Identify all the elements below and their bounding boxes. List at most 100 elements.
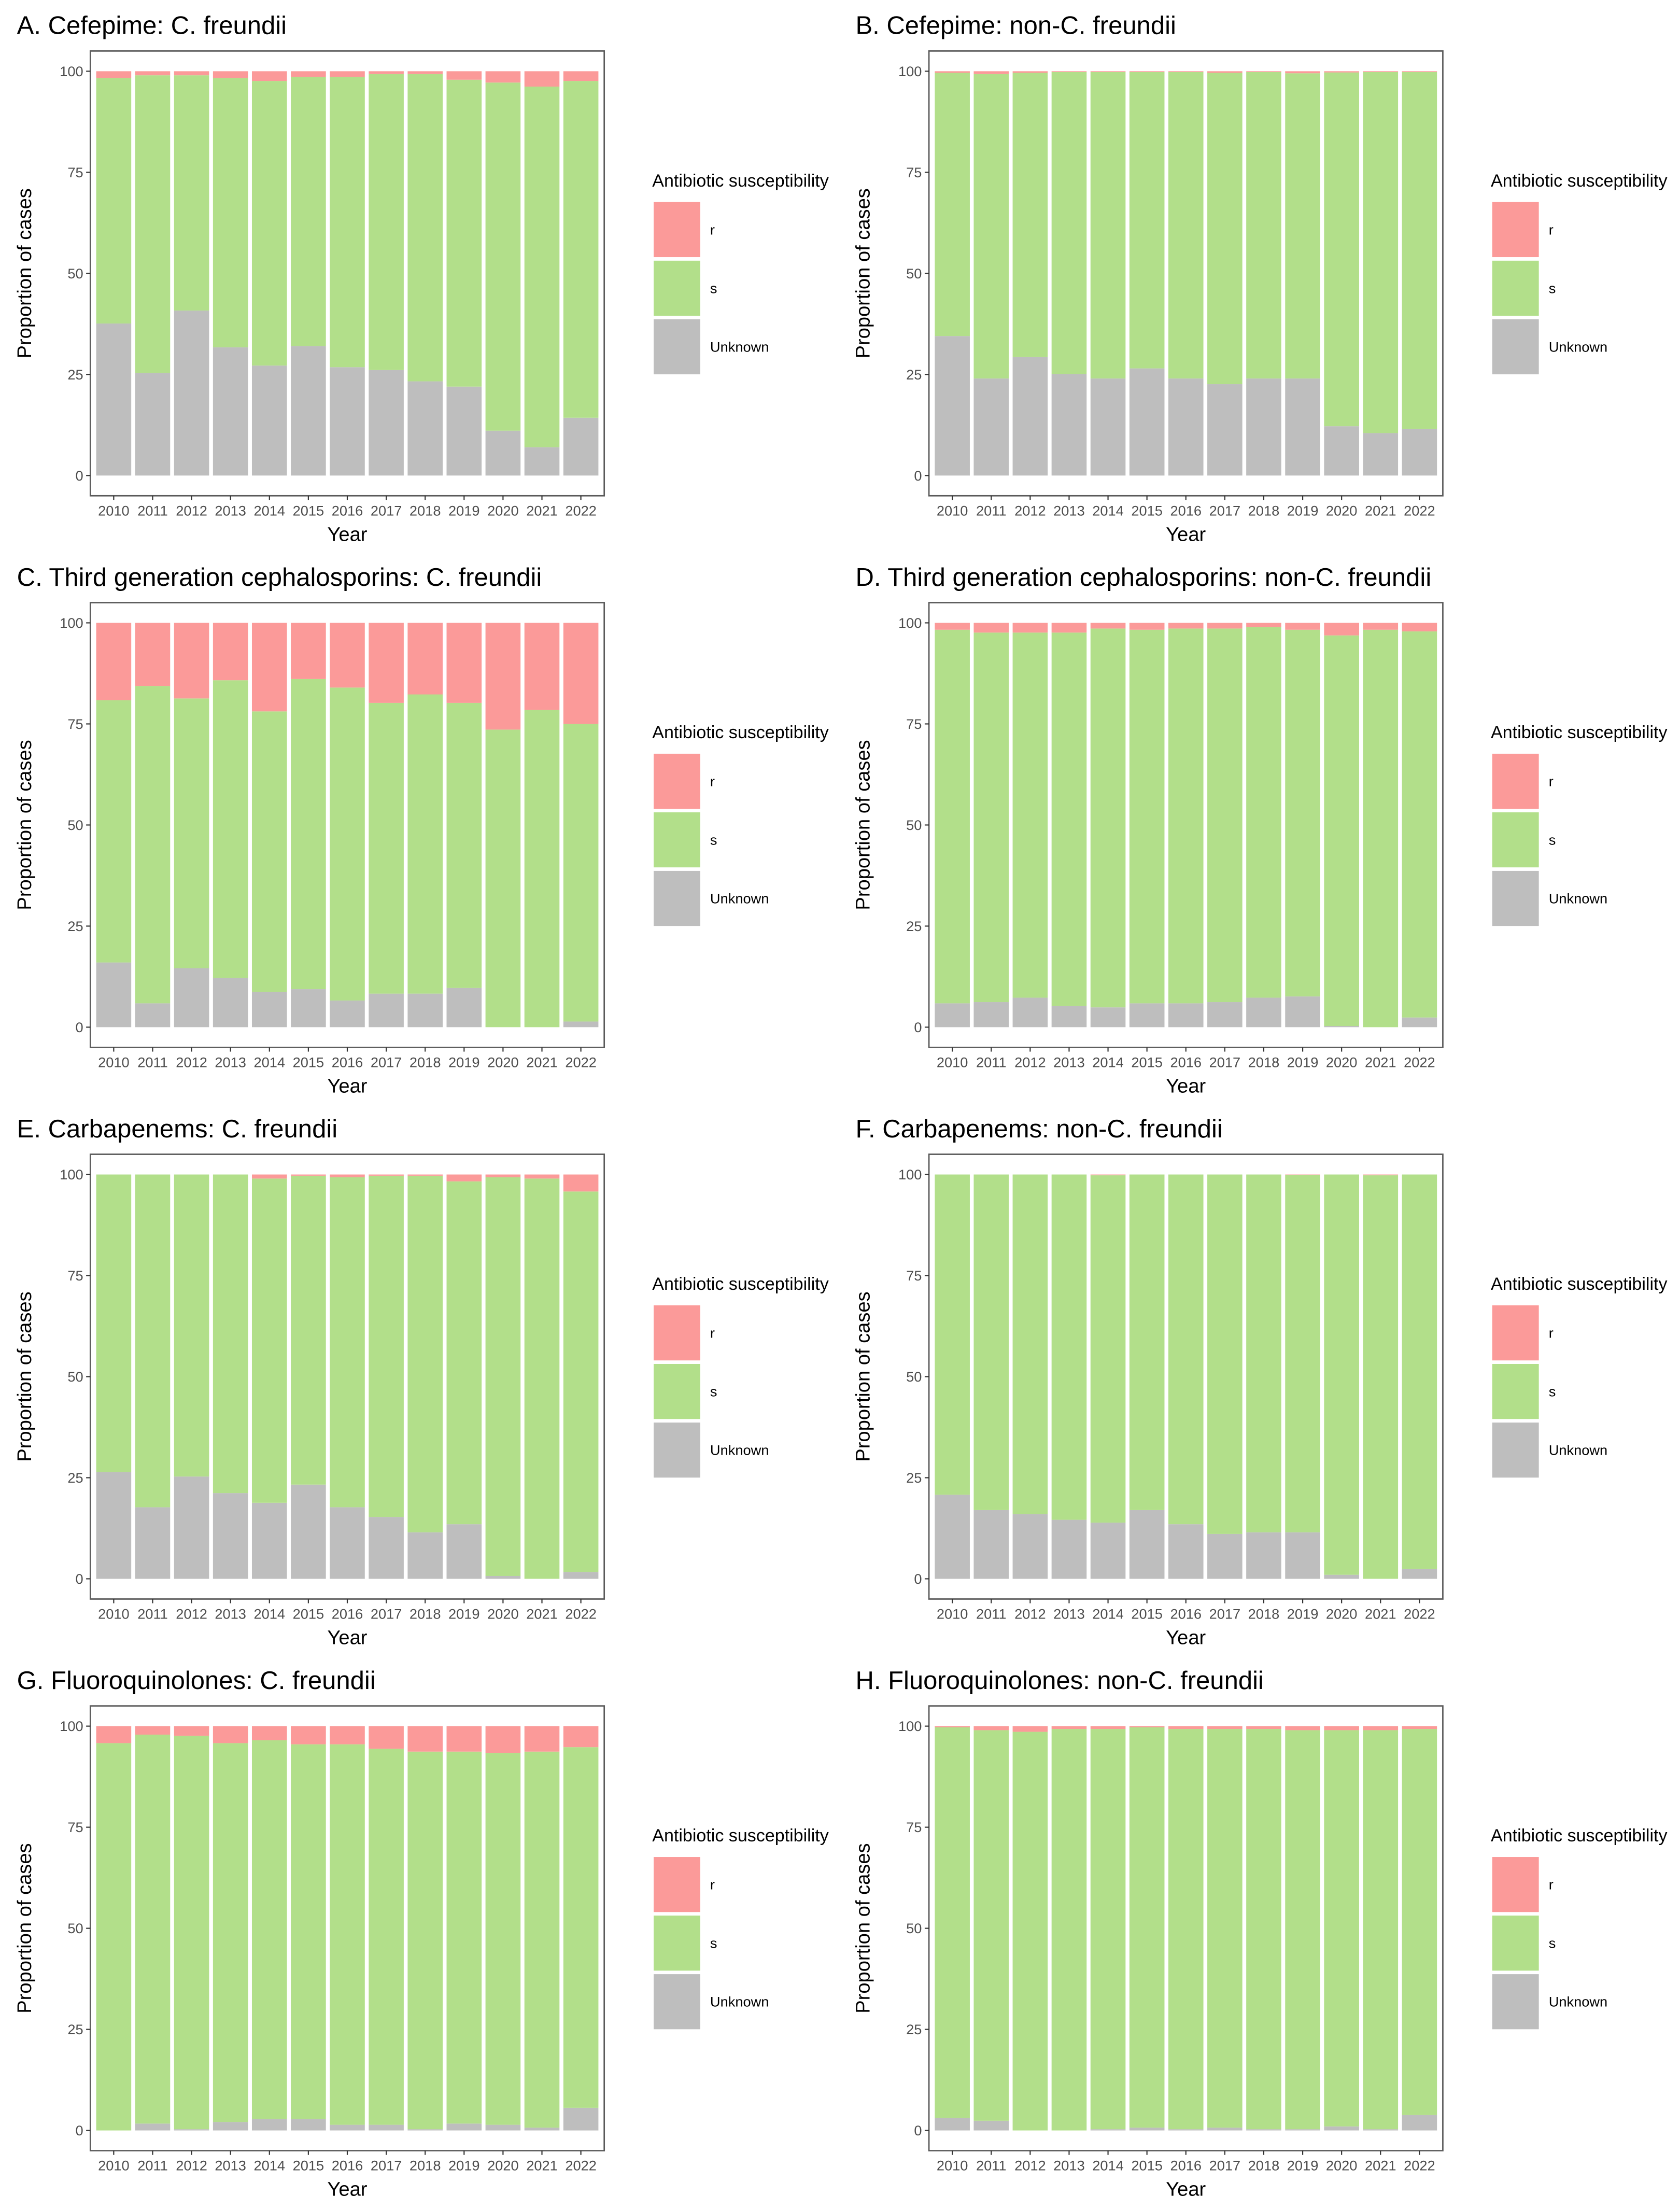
bar-segment-r-2017 <box>369 71 404 74</box>
bar-segment-unknown-2014 <box>251 1502 287 1579</box>
legend-key-s <box>653 260 700 316</box>
panel-d: D. Third generation cephalosporins: non-… <box>852 564 1668 1097</box>
x-tick-label: 2012 <box>176 1054 207 1071</box>
legend-label-unknown: Unknown <box>710 1442 769 1458</box>
x-tick-label: 2022 <box>1404 1054 1435 1071</box>
x-tick-label: 2015 <box>1131 1054 1163 1071</box>
x-tick-label: 2011 <box>976 2158 1007 2174</box>
bar-segment-r-2013 <box>213 1726 248 1743</box>
bar-segment-r-2015 <box>291 1174 326 1176</box>
x-axis-title: Year <box>1166 2178 1206 2201</box>
bar-segment-s-2022 <box>563 724 599 1022</box>
x-tick-label: 2015 <box>1131 502 1163 518</box>
legend-label-s: s <box>1549 280 1556 296</box>
legend-key-r <box>653 202 700 258</box>
bar-segment-s-2011 <box>135 686 171 1004</box>
legend-key-s <box>1492 1916 1539 1971</box>
x-tick-label: 2020 <box>487 502 519 518</box>
bar-segment-s-2012 <box>1012 1732 1048 2131</box>
x-axis: 2010 2011 2012 2013 2014 2015 2016 2017 2018 2019… <box>937 1047 1435 1071</box>
bar-segment-s-2014 <box>1090 1729 1126 2130</box>
y-tick-label: 75 <box>67 1819 83 1835</box>
x-tick-label: 2012 <box>1014 1054 1046 1071</box>
bar-segment-unknown-2014 <box>1090 378 1126 476</box>
x-tick-label: 2018 <box>1248 2158 1280 2174</box>
x-tick-label: 2016 <box>332 1606 363 1622</box>
bar-segment-s-2018 <box>407 1175 443 1532</box>
x-tick-label: 2014 <box>1092 2158 1124 2174</box>
bar-segment-s-2010 <box>96 1174 132 1472</box>
legend-key-s <box>1492 260 1539 316</box>
y-axis: 0 25 50 75 100 <box>898 1166 929 1587</box>
bar-segment-r-2014 <box>1090 71 1126 72</box>
legend-label-r: r <box>1549 1325 1554 1341</box>
panel-h: H. Fluoroquinolones: non-C. freundii 0 25 5… <box>852 1667 1668 2201</box>
bar-segment-s-2016 <box>1168 72 1204 379</box>
x-tick-label: 2019 <box>1287 1606 1319 1622</box>
bar-segment-unknown-2016 <box>1168 1003 1204 1027</box>
legend-key-r <box>1492 1305 1539 1361</box>
y-tick-label: 0 <box>76 1571 83 1587</box>
x-tick-label: 2010 <box>937 1054 968 1071</box>
x-tick-label: 2010 <box>98 1606 130 1622</box>
bar-segment-s-2015 <box>291 77 326 346</box>
panel-title: E. Carbapenems: C. freundii <box>17 1115 337 1143</box>
x-tick-label: 2011 <box>976 1606 1007 1622</box>
panel-b: B. Cefepime: non-C. freundii 0 25 50 75 100 20… <box>852 12 1668 546</box>
bar-segment-unknown-2020 <box>485 1576 521 1579</box>
legend-key-unknown <box>653 870 700 926</box>
y-tick-label: 100 <box>60 1166 83 1183</box>
bar-segment-unknown-2018 <box>1246 997 1281 1027</box>
x-tick-label: 2018 <box>1248 1606 1280 1622</box>
bar-segment-s-2021 <box>524 87 560 447</box>
y-tick-label: 0 <box>914 1571 922 1587</box>
bar-segment-s-2022 <box>1402 631 1437 1018</box>
y-tick-label: 75 <box>67 716 83 732</box>
bar-segment-s-2016 <box>330 1177 365 1508</box>
bar-segment-s-2011 <box>135 75 171 373</box>
bar-segment-s-2014 <box>251 711 287 992</box>
x-axis: 2010 2011 2012 2013 2014 2015 2016 2017 2018 2019… <box>98 496 597 518</box>
bar-segment-r-2013 <box>213 71 248 78</box>
bar-segment-unknown-2015 <box>1129 1003 1165 1027</box>
x-tick-label: 2010 <box>98 1054 130 1071</box>
bar-segment-r-2020 <box>485 623 521 730</box>
y-tick-label: 0 <box>76 2122 83 2138</box>
x-tick-label: 2019 <box>1287 2158 1319 2174</box>
x-tick-label: 2022 <box>565 1606 597 1622</box>
y-tick-label: 50 <box>906 1369 922 1385</box>
panel-f: F. Carbapenems: non-C. freundii 0 25 50 75 10… <box>852 1115 1668 1649</box>
y-tick-label: 75 <box>906 1819 922 1835</box>
x-tick-label: 2013 <box>215 1606 246 1622</box>
bar-segment-s-2017 <box>369 74 404 370</box>
bar-segment-unknown-2012 <box>174 1476 209 1579</box>
y-tick-label: 0 <box>914 468 922 484</box>
bar-segment-s-2017 <box>1207 1729 1243 2128</box>
bar-segment-r-2015 <box>1129 623 1165 630</box>
bar-segment-r-2015 <box>291 71 326 77</box>
bar-segment-s-2015 <box>291 679 326 990</box>
x-tick-label: 2012 <box>1014 2158 1046 2174</box>
bar-segment-unknown-2014 <box>1090 2129 1126 2131</box>
bar-segment-unknown-2015 <box>291 2119 326 2131</box>
legend-key-r <box>1492 753 1539 809</box>
x-tick-label: 2020 <box>1326 1606 1358 1622</box>
bar-segment-unknown-2014 <box>1090 1007 1126 1027</box>
bar-segment-unknown-2016 <box>330 367 365 476</box>
x-tick-label: 2012 <box>1014 502 1046 518</box>
bar-segment-s-2020 <box>485 1753 521 2125</box>
y-tick-label: 0 <box>914 1019 922 1035</box>
legend: Antibiotic susceptibility r s Unknown <box>1491 1274 1668 1478</box>
bar-segment-unknown-2010 <box>935 336 970 476</box>
x-tick-label: 2021 <box>526 2158 558 2174</box>
bar-segment-unknown-2022 <box>1402 429 1437 476</box>
bar-segment-unknown-2018 <box>1246 378 1281 476</box>
legend-key-r <box>1492 1857 1539 1912</box>
x-axis: 2010 2011 2012 2013 2014 2015 2016 2017 2018 2019… <box>98 2150 597 2174</box>
bar-segment-s-2012 <box>1012 73 1048 357</box>
bar-segment-r-2016 <box>1168 623 1204 629</box>
legend-title: Antibiotic susceptibility <box>1491 171 1667 191</box>
bar-segment-s-2016 <box>330 77 365 368</box>
bar-segment-r-2016 <box>1168 1726 1204 1729</box>
bar-segment-r-2019 <box>446 1726 482 1752</box>
